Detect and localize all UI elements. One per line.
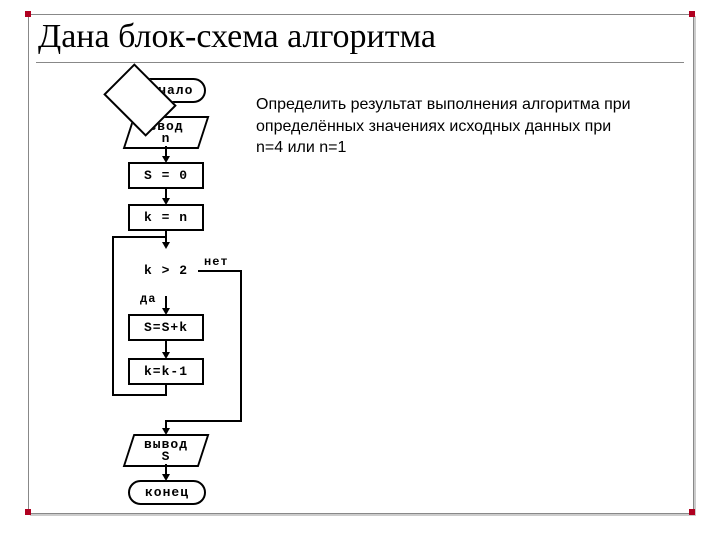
frame-corner-tl [25,11,31,17]
task-description: Определить результат выполнения алгоритм… [256,94,636,159]
arrow-icon [162,242,170,249]
label-yes: да [140,292,156,306]
frame-corner-tr [689,11,695,17]
node-decr: k=k-1 [128,358,204,385]
connector [112,394,167,396]
node-sum: S=S+k [128,314,204,341]
connector [165,384,167,394]
connector [112,236,114,396]
frame-corner-bl [25,509,31,515]
frame-corner-br [689,509,695,515]
page-title: Дана блок-схема алгоритма [38,18,436,56]
connector [198,270,242,272]
connector [165,420,242,422]
connector [112,236,165,238]
node-output-label: вывод S [140,439,192,462]
node-init-s: S = 0 [128,162,204,189]
node-end: конец [128,480,206,505]
flowchart-diagram: начало ввод n S = 0 k = n k > 2 да нет S… [110,78,270,498]
node-decision-label: k > 2 [144,263,188,278]
connector [240,270,242,422]
label-no: нет [204,255,229,269]
node-init-k: k = n [128,204,204,231]
node-output: вывод S [123,434,210,467]
